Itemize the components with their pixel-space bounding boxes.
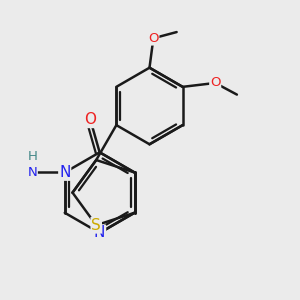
Text: N: N <box>59 165 70 180</box>
Text: N: N <box>94 225 105 240</box>
Text: S: S <box>91 218 101 233</box>
Text: O: O <box>148 32 159 45</box>
Text: N: N <box>27 166 37 179</box>
Text: O: O <box>84 112 96 127</box>
Text: H: H <box>27 151 37 164</box>
Text: O: O <box>210 76 220 89</box>
